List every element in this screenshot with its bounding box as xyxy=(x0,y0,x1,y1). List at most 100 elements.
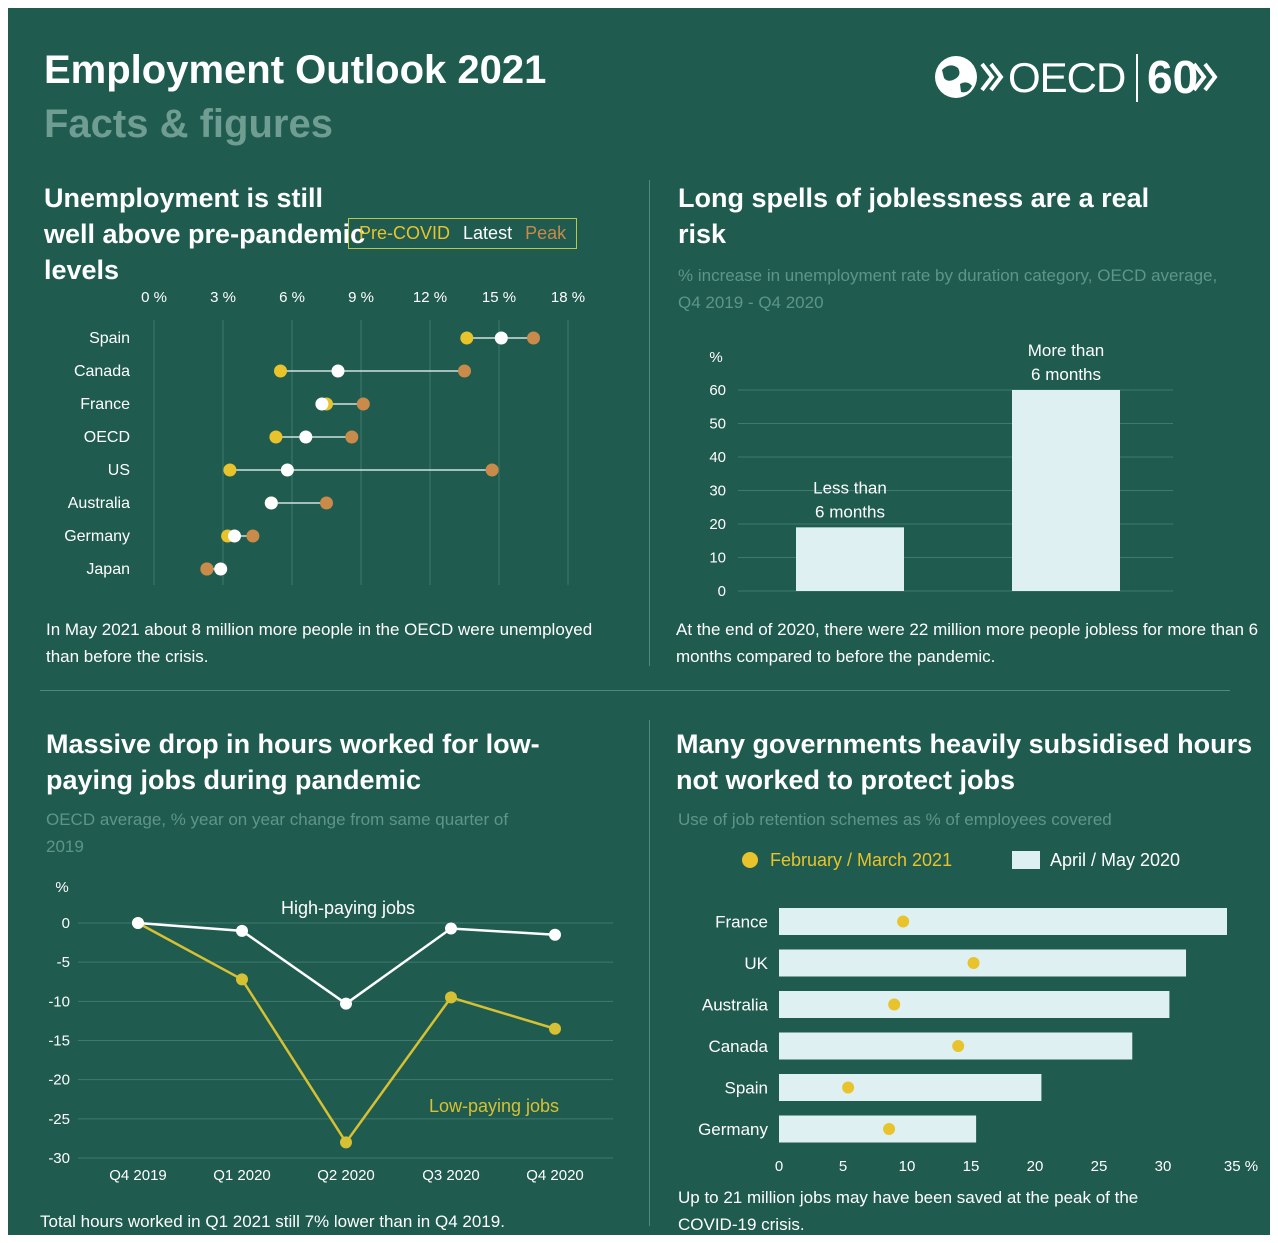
country-label: Canada xyxy=(708,1037,768,1056)
unemployment-dumbbell-chart: 0 % 3 % 6 % 9 % 12 % 15 % 18 % Spain Canada Franc… xyxy=(64,289,585,585)
point-latest xyxy=(228,529,241,543)
bar xyxy=(796,527,904,591)
country-label: Canada xyxy=(74,363,130,380)
high-paying-jobs-label: High-paying jobs xyxy=(281,898,415,918)
vertical-divider-bottom xyxy=(649,720,650,1226)
country-label: OECD xyxy=(84,429,130,446)
point-peak xyxy=(345,430,359,444)
x-tick-label: 18 % xyxy=(551,289,585,306)
country-label: Spain xyxy=(725,1079,768,1098)
x-tick-label: 15 xyxy=(963,1158,980,1175)
oecd-60-text: 60 xyxy=(1147,51,1199,103)
y-tick-label: 20 xyxy=(709,516,726,533)
point-pre-covid xyxy=(269,430,283,444)
x-tick-label: Q1 2020 xyxy=(213,1167,271,1184)
high-paying-jobs-line xyxy=(137,921,556,1006)
y-tick-label: 30 xyxy=(709,483,726,500)
dot-feb-march-2021 xyxy=(888,998,901,1011)
point-latest xyxy=(280,463,294,477)
country-label: Germany xyxy=(698,1120,768,1139)
country-label: France xyxy=(80,396,130,413)
low-paying-jobs-point xyxy=(549,1022,561,1035)
bar-april-may-2020 xyxy=(779,908,1227,935)
infographic-panel: Employment Outlook 2021 Facts & figures … xyxy=(8,8,1270,1235)
country-label: Germany xyxy=(64,528,130,545)
x-tick-label: 25 xyxy=(1091,1158,1108,1175)
point-latest xyxy=(214,562,228,576)
high-paying-jobs-point xyxy=(445,922,457,935)
point-latest xyxy=(264,496,278,510)
s1-title: Unemployment is still well above pre-pan… xyxy=(44,183,366,285)
point-peak xyxy=(320,496,333,510)
y-tick-label: 50 xyxy=(709,416,726,433)
point-peak xyxy=(246,529,260,543)
oecd-logo: OECD 60 xyxy=(932,48,1252,108)
point-latest xyxy=(299,430,313,444)
x-tick-label: 0 % xyxy=(141,289,167,306)
y-tick-label: 0 xyxy=(62,915,70,932)
point-peak xyxy=(200,562,214,576)
y-tick-label: 40 xyxy=(709,449,726,466)
s3-title: Massive drop in hours worked for low-pay… xyxy=(46,729,540,795)
legend-bar-icon xyxy=(1012,851,1040,869)
page-subtitle: Facts & figures xyxy=(44,102,333,146)
low-paying-jobs-point xyxy=(445,991,457,1004)
y-axis-label: % xyxy=(709,349,722,366)
low-paying-jobs-point xyxy=(340,1136,352,1149)
x-tick-label: 9 % xyxy=(348,289,374,306)
country-label: Japan xyxy=(86,561,130,578)
x-tick-label: Q3 2020 xyxy=(422,1167,480,1184)
s2-subtitle: % increase in unemployment rate by durat… xyxy=(678,266,1218,312)
y-tick-label: -15 xyxy=(48,1033,70,1050)
low-paying-jobs-point xyxy=(236,973,248,986)
bar-april-may-2020 xyxy=(779,1115,977,1143)
high-paying-jobs-point xyxy=(132,917,144,929)
high-paying-jobs-point xyxy=(236,924,248,937)
country-label: France xyxy=(715,913,768,932)
s3-footnote: Total hours worked in Q1 2021 still 7% l… xyxy=(40,1212,505,1231)
s4-subtitle: Use of job retention schemes as % of emp… xyxy=(678,810,1112,829)
country-label: US xyxy=(108,462,130,479)
x-tick-label: 6 % xyxy=(279,289,305,306)
s4-title: Many governments heavily subsidised hour… xyxy=(676,729,1253,795)
x-tick-label: 15 % xyxy=(482,289,516,306)
high-paying-jobs-point xyxy=(340,997,352,1010)
s1-legend: Pre-COVID Latest Peak xyxy=(348,218,578,249)
x-tick-label: Q4 2019 xyxy=(109,1167,167,1184)
x-tick-label: Q4 2020 xyxy=(526,1167,584,1184)
y-tick-label: -20 xyxy=(48,1072,70,1089)
dot-feb-march-2021 xyxy=(967,957,980,969)
bar-april-may-2020 xyxy=(779,991,1170,1018)
point-latest xyxy=(494,331,508,345)
legend-bar-label: April / May 2020 xyxy=(1050,850,1181,870)
bar-april-may-2020 xyxy=(779,1074,1042,1101)
point-latest xyxy=(331,364,345,378)
point-peak xyxy=(527,331,540,345)
point-pre-covid xyxy=(274,364,287,378)
vertical-divider-top xyxy=(649,180,650,666)
y-tick-label: -5 xyxy=(57,954,70,971)
x-tick-label: 5 xyxy=(839,1158,847,1175)
x-tick-label: 3 % xyxy=(210,289,236,306)
hours-worked-line-chart: % 0 -5 -10 -15 -20 -25 -30 Q4 2019 Q1 2020 Q2 2020… xyxy=(48,879,613,1184)
x-tick-label: 20 xyxy=(1027,1158,1044,1175)
dot-feb-march-2021 xyxy=(842,1081,855,1094)
y-tick-label: -25 xyxy=(48,1111,70,1128)
low-paying-jobs-label: Low-paying jobs xyxy=(429,1096,559,1116)
point-pre-covid xyxy=(223,463,237,477)
point-peak xyxy=(356,397,370,411)
y-tick-label: 0 xyxy=(718,583,726,600)
legend-latest: Latest xyxy=(463,223,513,243)
bar-label: 6 months xyxy=(1031,365,1101,384)
oecd-globe-icon xyxy=(935,54,1218,102)
y-tick-label: 60 xyxy=(709,382,726,399)
x-tick-label: 12 % xyxy=(413,289,447,306)
x-tick-label: Q2 2020 xyxy=(317,1167,375,1184)
dot-feb-march-2021 xyxy=(897,915,910,928)
dot-feb-march-2021 xyxy=(952,1040,965,1052)
x-tick-label: 35 % xyxy=(1224,1158,1258,1175)
point-pre-covid xyxy=(460,331,474,345)
country-label: UK xyxy=(744,954,768,973)
oecd-logo-text: OECD xyxy=(1008,54,1126,101)
s1-footnote: In May 2021 about 8 million more people … xyxy=(46,620,593,666)
